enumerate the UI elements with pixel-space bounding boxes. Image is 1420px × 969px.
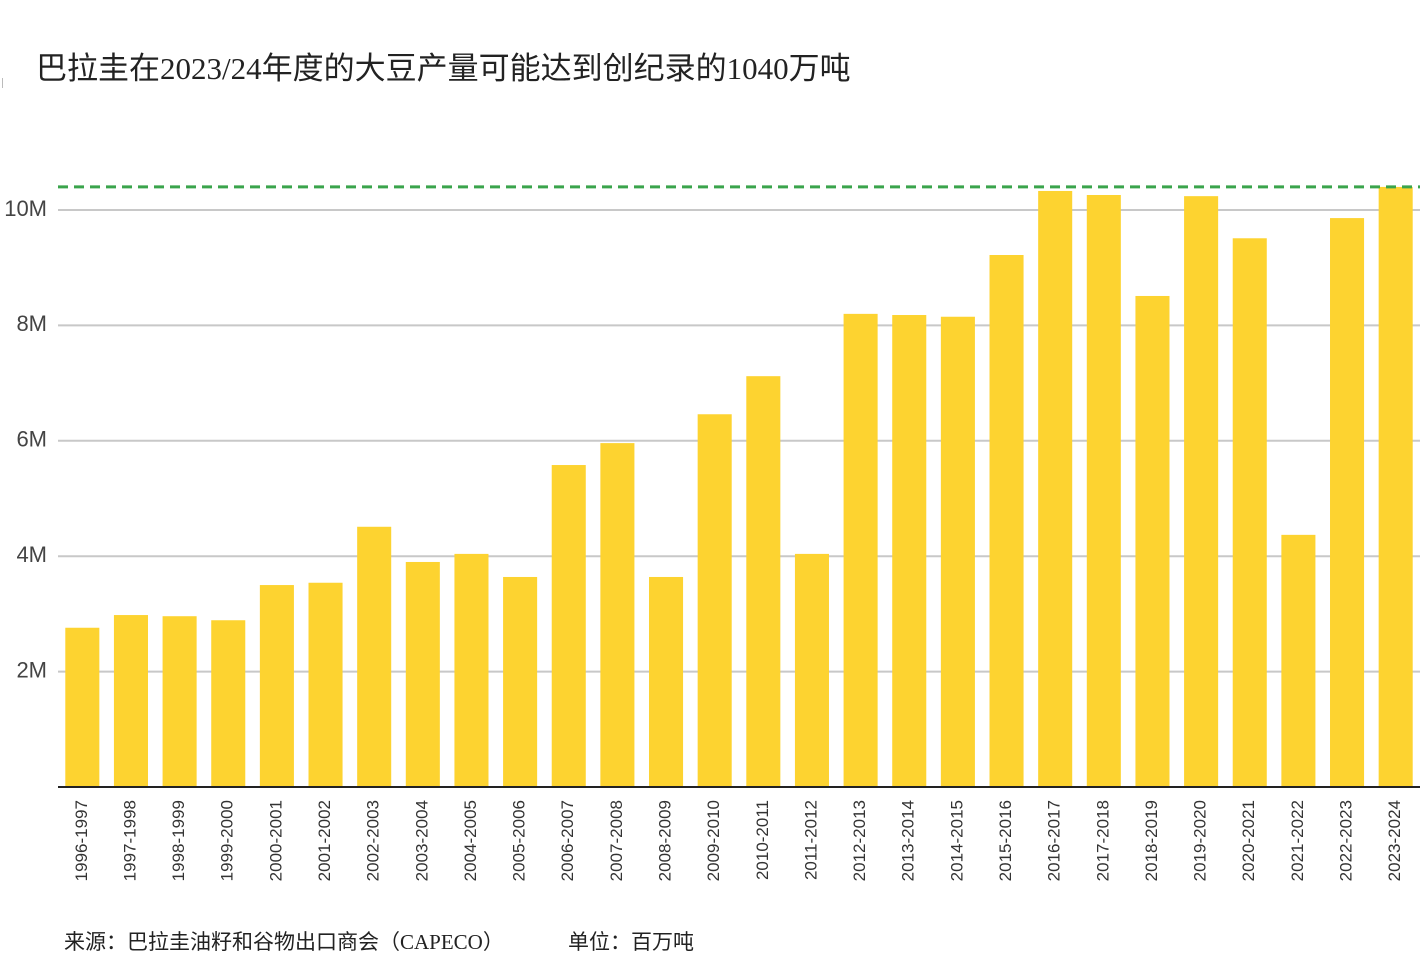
x-tick-label: 1998-1999 <box>169 800 188 881</box>
bar <box>162 616 197 787</box>
bar <box>113 615 148 787</box>
y-tick-label: 10M <box>4 196 47 221</box>
x-tick-label: 2012-2013 <box>850 800 869 881</box>
x-tick-label: 2006-2007 <box>558 800 577 881</box>
x-tick-label: 2008-2009 <box>656 800 675 881</box>
bar <box>1232 238 1267 787</box>
bar <box>697 414 732 787</box>
y-tick-label: 6M <box>16 427 47 452</box>
x-tick-label: 2021-2022 <box>1288 800 1307 881</box>
x-tick-label: 2004-2005 <box>461 800 480 881</box>
bar <box>357 526 392 787</box>
x-tick-label: 2011-2012 <box>801 800 820 880</box>
bar <box>892 315 927 787</box>
x-tick-label: 2019-2020 <box>1191 800 1210 881</box>
bar <box>1086 194 1121 788</box>
x-tick-label: 2020-2021 <box>1239 800 1258 881</box>
y-tick-label: 8M <box>16 311 47 336</box>
bar <box>940 316 975 787</box>
bar <box>259 585 294 787</box>
bar <box>551 465 586 787</box>
bar <box>308 582 343 787</box>
bar <box>1038 190 1073 788</box>
x-tick-label: 2007-2008 <box>607 800 626 881</box>
x-tick-label: 2016-2017 <box>1045 800 1064 881</box>
x-tick-label: 2015-2016 <box>996 800 1015 881</box>
bar <box>843 313 878 787</box>
x-tick-label: 2003-2004 <box>412 800 431 881</box>
bar <box>1135 295 1170 787</box>
x-tick-label: 2010-2011 <box>753 800 772 880</box>
x-tick-label: 1999-2000 <box>218 800 237 881</box>
unit: 单位：百万吨 <box>568 930 694 954</box>
bar <box>454 553 489 787</box>
x-tick-label: 2017-2018 <box>1093 800 1112 881</box>
x-tick-label: 2000-2001 <box>266 800 285 881</box>
bar <box>1184 196 1219 788</box>
bar <box>1378 186 1413 788</box>
x-tick-label: 1996-1997 <box>72 800 91 881</box>
y-tick-label: 4M <box>16 542 47 567</box>
x-tick-label: 2001-2002 <box>315 800 334 881</box>
y-tick-label: 2M <box>16 657 47 682</box>
chart-title: 巴拉圭在2023/24年度的大豆产量可能达到创纪录的1040万吨 <box>36 51 851 86</box>
title-marker <box>2 78 3 88</box>
x-tick-label: 2023-2024 <box>1385 800 1404 881</box>
bar <box>65 627 100 787</box>
x-tick-label: 2002-2003 <box>364 800 383 881</box>
bar <box>503 576 538 787</box>
bar <box>746 376 781 787</box>
bar <box>1330 218 1365 787</box>
x-tick-label: 2018-2019 <box>1142 800 1161 881</box>
bar <box>211 620 246 787</box>
bar <box>794 553 829 787</box>
x-tick-label: 2009-2010 <box>704 800 723 881</box>
bar <box>600 443 635 787</box>
x-tick-label: 2022-2023 <box>1337 800 1356 881</box>
source: 来源：巴拉圭油籽和谷物出口商会（CAPECO） <box>64 930 504 954</box>
bar <box>989 255 1024 788</box>
bar <box>649 576 684 787</box>
x-tick-label: 2013-2014 <box>899 800 918 881</box>
x-tick-label: 2005-2006 <box>510 800 529 881</box>
x-tick-label: 1997-1998 <box>120 800 139 881</box>
bar <box>405 561 440 787</box>
bar <box>1281 534 1316 787</box>
x-tick-label: 2014-2015 <box>947 800 966 881</box>
